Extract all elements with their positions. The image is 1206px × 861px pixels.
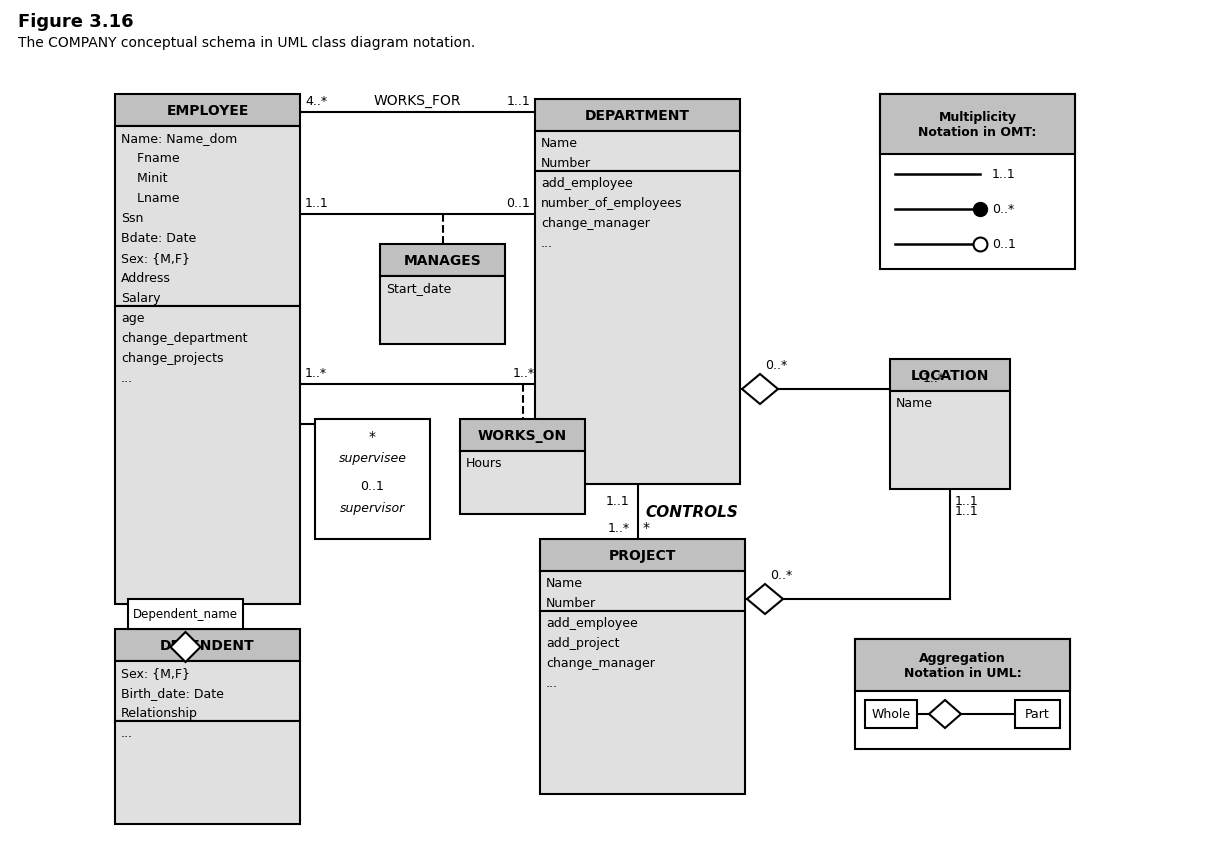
Text: Dependent_name: Dependent_name — [133, 608, 238, 621]
Bar — [115, 629, 300, 661]
Text: 0..*: 0..* — [769, 568, 792, 581]
Bar — [880, 95, 1075, 155]
Text: Salary: Salary — [121, 292, 160, 305]
Polygon shape — [742, 375, 778, 405]
Text: Number: Number — [541, 157, 591, 170]
Text: Fname: Fname — [121, 152, 180, 164]
Text: add_employee: add_employee — [546, 616, 638, 629]
Bar — [380, 245, 505, 276]
Text: PROJECT: PROJECT — [609, 548, 677, 562]
Text: 1..1: 1..1 — [507, 95, 529, 108]
Text: 1..1: 1..1 — [605, 494, 630, 507]
Text: age: age — [121, 312, 145, 325]
Bar — [1015, 700, 1060, 728]
Text: Name: Name — [546, 576, 582, 589]
Bar — [459, 451, 585, 514]
Bar — [880, 95, 1075, 269]
Text: Whole: Whole — [872, 708, 911, 721]
Text: Relationship: Relationship — [121, 706, 198, 719]
Bar — [115, 95, 300, 127]
Text: MANAGES: MANAGES — [404, 254, 481, 268]
Bar — [315, 419, 431, 539]
Bar — [128, 599, 242, 629]
Text: 0..1: 0..1 — [361, 480, 385, 492]
Bar — [855, 639, 1070, 691]
Text: ...: ... — [546, 676, 558, 689]
Text: Birth_date: Date: Birth_date: Date — [121, 686, 224, 699]
Text: Bdate: Date: Bdate: Date — [121, 232, 197, 245]
Bar — [535, 172, 740, 485]
Text: change_manager: change_manager — [546, 656, 655, 669]
Text: 1..1: 1..1 — [305, 197, 329, 210]
Text: Lname: Lname — [121, 192, 180, 205]
Bar — [855, 639, 1070, 749]
Bar — [115, 307, 300, 604]
Polygon shape — [929, 700, 961, 728]
Text: WORKS_FOR: WORKS_FOR — [374, 94, 461, 108]
Text: WORKS_ON: WORKS_ON — [478, 429, 567, 443]
Text: number_of_employees: number_of_employees — [541, 197, 683, 210]
Text: Sex: {M,F}: Sex: {M,F} — [121, 666, 191, 679]
Text: 0..1: 0..1 — [993, 238, 1015, 251]
Text: add_employee: add_employee — [541, 177, 633, 189]
Text: supervisee: supervisee — [339, 451, 406, 464]
Text: change_projects: change_projects — [121, 351, 223, 364]
Text: Sex: {M,F}: Sex: {M,F} — [121, 251, 191, 264]
Text: *: * — [369, 430, 376, 443]
Text: 1..*: 1..* — [305, 367, 327, 380]
Bar — [865, 700, 917, 728]
Text: Name: Name — [541, 137, 578, 150]
Text: Minit: Minit — [121, 172, 168, 185]
Text: DEPENDENT: DEPENDENT — [160, 638, 254, 653]
Text: Figure 3.16: Figure 3.16 — [18, 13, 134, 31]
Text: Address: Address — [121, 272, 171, 285]
Bar — [535, 132, 740, 172]
Text: Name: Name_dom: Name: Name_dom — [121, 132, 238, 145]
Text: 1..1: 1..1 — [955, 505, 979, 517]
Text: 4..*: 4..* — [305, 95, 327, 108]
Bar — [540, 611, 745, 794]
Bar — [540, 572, 745, 611]
Text: Hours: Hours — [466, 456, 503, 469]
Text: Ssn: Ssn — [121, 212, 144, 225]
Text: The COMPANY conceptual schema in UML class diagram notation.: The COMPANY conceptual schema in UML cla… — [18, 36, 475, 50]
Text: 0..*: 0..* — [993, 203, 1014, 216]
Text: Part: Part — [1025, 708, 1049, 721]
Text: ...: ... — [541, 237, 554, 250]
Text: 1..*: 1..* — [923, 372, 946, 385]
Text: 1..*: 1..* — [513, 367, 535, 380]
Text: change_manager: change_manager — [541, 217, 650, 230]
Bar — [459, 419, 585, 451]
Bar — [115, 722, 300, 824]
Text: DEPARTMENT: DEPARTMENT — [585, 108, 690, 123]
Text: ...: ... — [121, 372, 133, 385]
Text: 0..1: 0..1 — [507, 197, 529, 210]
Text: Start_date: Start_date — [386, 282, 451, 294]
Bar — [115, 127, 300, 307]
Text: Name: Name — [896, 397, 933, 410]
Text: supervisor: supervisor — [340, 501, 405, 514]
Polygon shape — [170, 632, 200, 662]
Text: LOCATION: LOCATION — [911, 369, 989, 382]
Text: 1..1: 1..1 — [955, 494, 979, 507]
Text: Aggregation
Notation in UML:: Aggregation Notation in UML: — [903, 651, 1021, 679]
Text: 1..1: 1..1 — [993, 168, 1015, 182]
Text: change_department: change_department — [121, 331, 247, 344]
Text: 0..*: 0..* — [765, 358, 788, 372]
Bar — [890, 360, 1009, 392]
Polygon shape — [747, 585, 783, 614]
Text: Number: Number — [546, 597, 596, 610]
Bar — [535, 100, 740, 132]
Text: Multiplicity
Notation in OMT:: Multiplicity Notation in OMT: — [918, 111, 1037, 139]
Text: add_project: add_project — [546, 636, 620, 649]
Text: 1..*: 1..* — [608, 522, 630, 535]
Bar — [890, 392, 1009, 489]
Text: ...: ... — [121, 726, 133, 739]
Bar — [540, 539, 745, 572]
Text: CONTROLS: CONTROLS — [645, 505, 738, 519]
Bar — [115, 661, 300, 722]
Bar — [380, 276, 505, 344]
Text: *: * — [643, 520, 650, 535]
Text: EMPLOYEE: EMPLOYEE — [166, 104, 248, 118]
